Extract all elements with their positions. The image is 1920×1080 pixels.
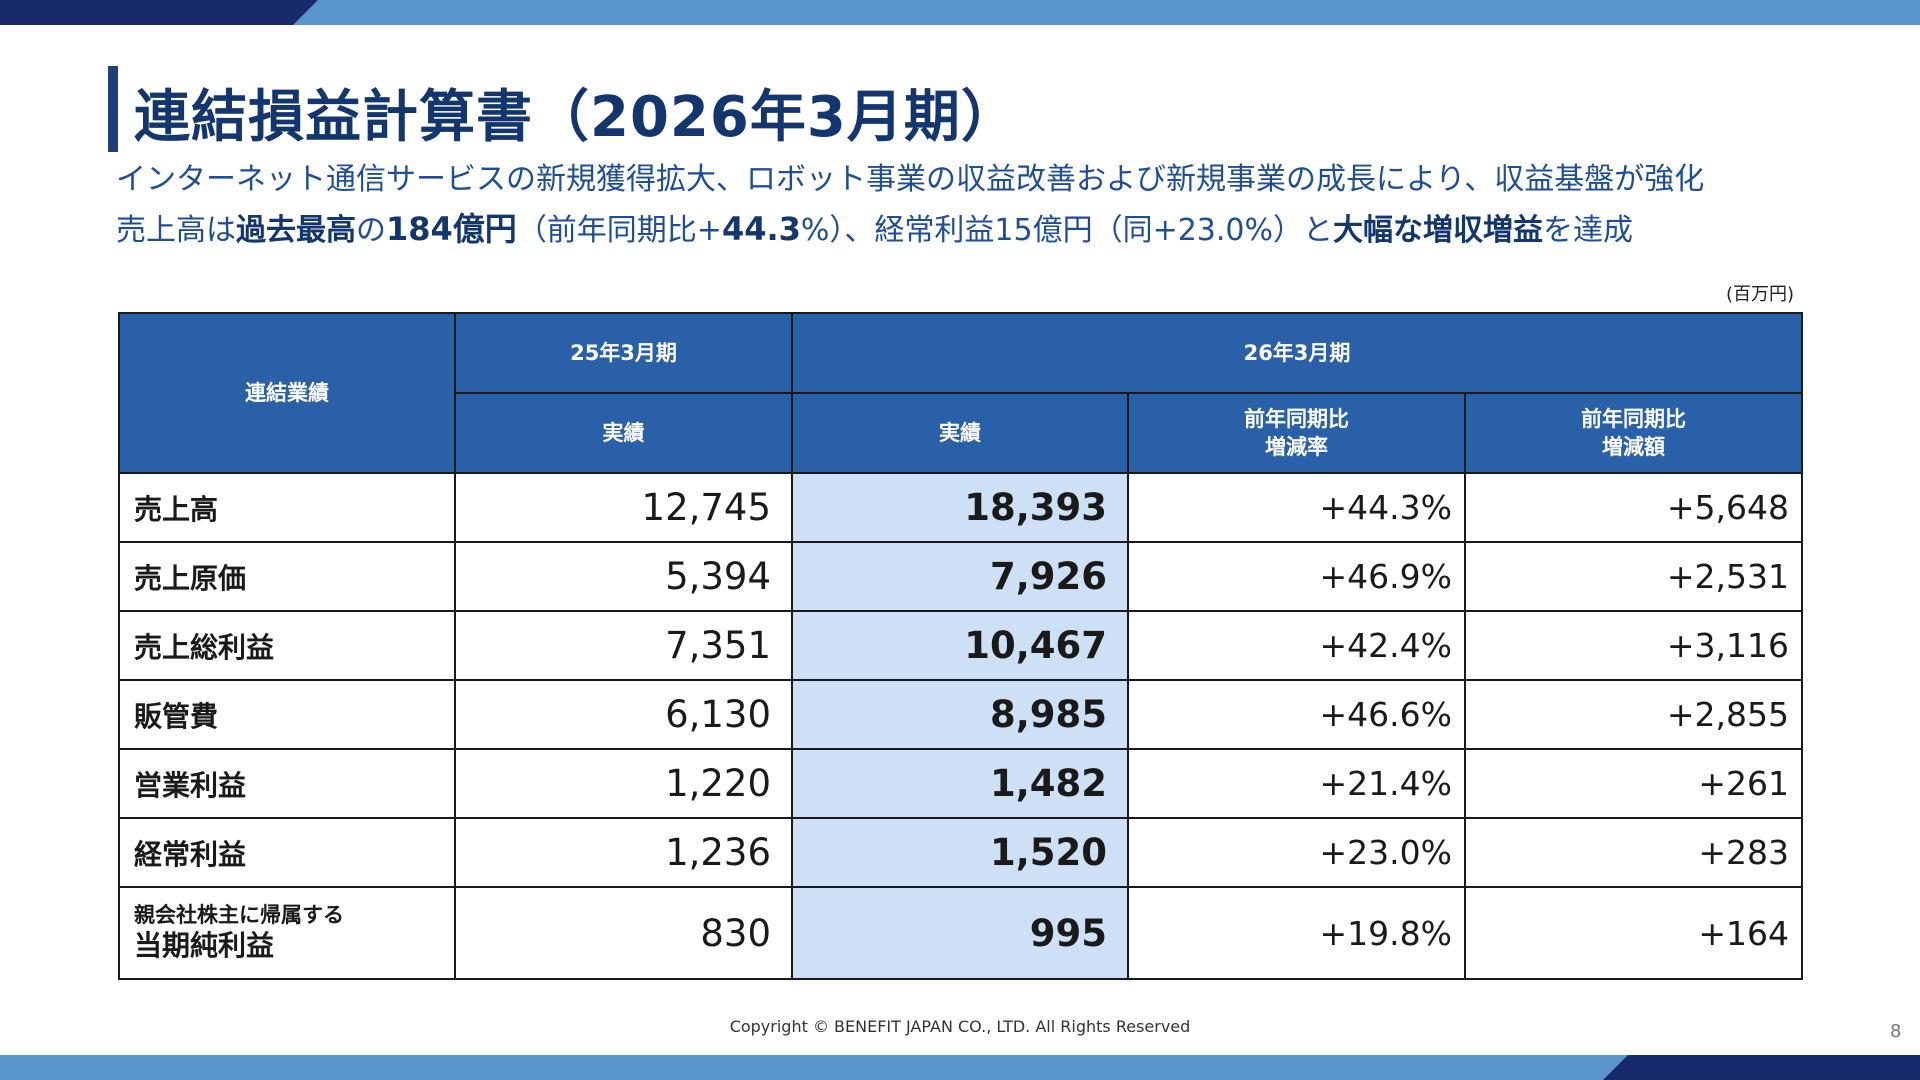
cur-actual-cell: 8,985 [791, 679, 1129, 750]
header-text: 増減率 [1265, 435, 1328, 459]
page-title: 連結損益計算書（2026年3月期） [134, 85, 1018, 150]
title-accent-bar [108, 66, 118, 152]
row-label: 営業利益 [118, 748, 456, 819]
row-label: 販管費 [118, 679, 456, 750]
header-yoy-amount: 前年同期比 増減額 [1464, 392, 1803, 474]
header-text: 前年同期比 [1244, 406, 1349, 431]
cur-actual-cell: 10,467 [791, 610, 1129, 681]
subtitle-text: %）、経常利益15億円（同+23.0%）と [800, 213, 1334, 248]
unit-label: (百万円) [1725, 284, 1794, 305]
header-prev-actual: 実績 [454, 392, 793, 474]
subtitle-text: （前年同期比+ [516, 213, 722, 248]
subtitle-text: 売上高は [116, 213, 236, 248]
bottom-decor-band [0, 1055, 1920, 1080]
prev-actual-cell: 5,394 [454, 541, 793, 612]
subtitle-emphasis: 44.3 [721, 210, 801, 248]
table-row: 販管費 6,130 8,985 +46.6% +2,855 [118, 679, 1803, 750]
row-label: 売上総利益 [118, 610, 456, 681]
subtitle-text: を達成 [1543, 213, 1634, 248]
cur-actual-cell: 1,482 [791, 748, 1129, 819]
header-label-col: 連結業績 [118, 312, 456, 474]
subtitle-emphasis: 過去最高 [236, 213, 356, 248]
subtitle-emphasis: 184億円 [386, 210, 517, 248]
subtitle-line-1: インターネット通信サービスの新規獲得拡大、ロボット事業の収益改善および新規事業の… [116, 162, 1705, 197]
header-cur-actual: 実績 [791, 392, 1129, 474]
yoy-rate-cell: +46.6% [1127, 679, 1466, 750]
cur-actual-cell: 1,520 [791, 817, 1129, 888]
table-row: 売上原価 5,394 7,926 +46.9% +2,531 [118, 541, 1803, 612]
row-label-prefix: 親会社株主に帰属する [134, 902, 344, 927]
header-cur-period: 26年3月期 [791, 312, 1803, 394]
table-row: 売上総利益 7,351 10,467 +42.4% +3,116 [118, 610, 1803, 681]
page-number: 8 [1890, 1021, 1902, 1042]
yoy-rate-cell: +19.8% [1127, 886, 1466, 980]
prev-actual-cell: 6,130 [454, 679, 793, 750]
table-row: 経常利益 1,236 1,520 +23.0% +283 [118, 817, 1803, 888]
row-label: 売上高 [118, 472, 456, 543]
row-label: 売上原価 [118, 541, 456, 612]
row-label: 経常利益 [118, 817, 456, 888]
row-label-main: 当期純利益 [134, 929, 275, 963]
prev-actual-cell: 1,236 [454, 817, 793, 888]
prev-actual-cell: 7,351 [454, 610, 793, 681]
yoy-amount-cell: +164 [1464, 886, 1803, 980]
table-row: 親会社株主に帰属する 当期純利益 830 995 +19.8% +164 [118, 886, 1803, 980]
cur-actual-cell: 995 [791, 886, 1129, 980]
yoy-amount-cell: +261 [1464, 748, 1803, 819]
yoy-rate-cell: +23.0% [1127, 817, 1466, 888]
header-text: 増減額 [1602, 435, 1665, 459]
yoy-rate-cell: +21.4% [1127, 748, 1466, 819]
cur-actual-cell: 7,926 [791, 541, 1129, 612]
top-decor-band [0, 0, 1920, 25]
yoy-amount-cell: +283 [1464, 817, 1803, 888]
prev-actual-cell: 12,745 [454, 472, 793, 543]
income-statement-table: 連結業績 25年3月期 26年3月期 実績 実績 前年同期比増減率 前年同期比増… [118, 312, 1803, 980]
yoy-amount-cell: +3,116 [1464, 610, 1803, 681]
prev-actual-cell: 1,220 [454, 748, 793, 819]
subtitle-line-2: 売上高は過去最高の184億円（前年同期比+44.3%）、経常利益15億円（同+2… [116, 204, 1633, 250]
yoy-rate-cell: +42.4% [1127, 610, 1466, 681]
header-text: 前年同期比 [1581, 406, 1686, 431]
yoy-rate-cell: +44.3% [1127, 472, 1466, 543]
header-yoy-rate: 前年同期比 増減率 [1127, 392, 1466, 474]
subtitle-emphasis: 大幅な増収増益 [1333, 213, 1544, 248]
yoy-rate-cell: +46.9% [1127, 541, 1466, 612]
row-label: 親会社株主に帰属する 当期純利益 [118, 886, 456, 980]
header-prev-period: 25年3月期 [454, 312, 793, 394]
yoy-amount-cell: +2,855 [1464, 679, 1803, 750]
prev-actual-cell: 830 [454, 886, 793, 980]
yoy-amount-cell: +5,648 [1464, 472, 1803, 543]
cur-actual-cell: 18,393 [791, 472, 1129, 543]
yoy-amount-cell: +2,531 [1464, 541, 1803, 612]
table-row: 売上高 12,745 18,393 +44.3% +5,648 [118, 472, 1803, 543]
subtitle-text: の [356, 213, 386, 248]
copyright-notice: Copyright © BENEFIT JAPAN CO., LTD. All … [729, 1017, 1191, 1036]
table-row: 営業利益 1,220 1,482 +21.4% +261 [118, 748, 1803, 819]
